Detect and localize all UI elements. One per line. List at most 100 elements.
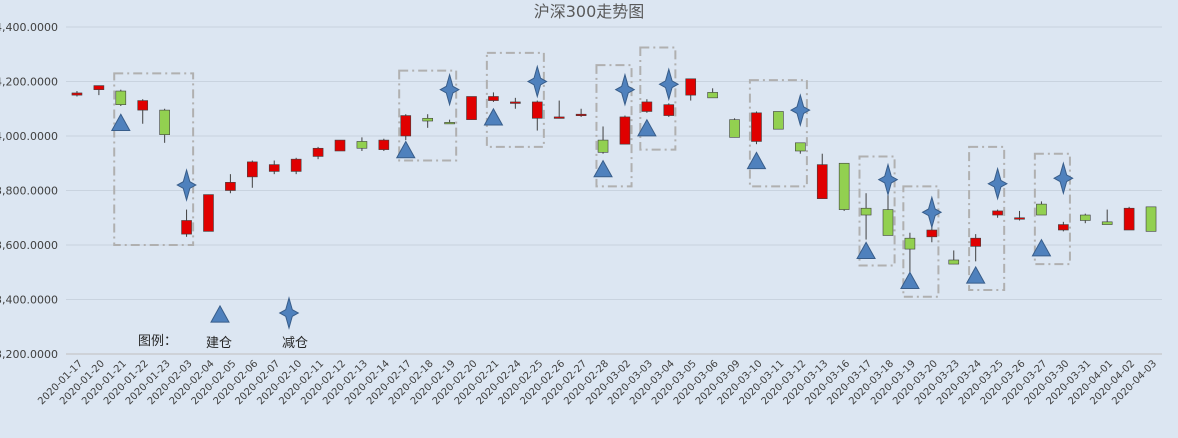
candle-body-up [137, 100, 149, 111]
candle-body-up [970, 237, 981, 247]
y-tick-label: 4,200.0000 [0, 76, 58, 89]
candle [992, 209, 1003, 218]
candle [575, 108, 587, 117]
x-axis: 2020-01-172020-01-202020-01-212020-01-22… [36, 353, 1162, 407]
legend-caption: 图例： [138, 334, 177, 349]
candle [795, 142, 806, 154]
candle-body-down [729, 119, 740, 138]
candle-body-down [159, 109, 170, 135]
candle-body-up [663, 104, 675, 116]
candle-body-up [531, 101, 543, 119]
candle [466, 96, 477, 120]
trade-box [639, 46, 677, 151]
y-tick-label: 3,600.0000 [0, 239, 58, 252]
candle [1079, 213, 1091, 224]
trade-box [968, 145, 1006, 291]
candle-body-up [1123, 207, 1135, 231]
gridlines [66, 26, 1162, 355]
candle [1014, 210, 1025, 221]
candle [553, 100, 565, 119]
candle-body-down [1101, 221, 1113, 225]
candle [970, 234, 981, 262]
trade-box [485, 51, 545, 148]
candle-body-up [378, 139, 390, 150]
candle [378, 138, 390, 151]
candle-body-up [93, 85, 105, 90]
candle-body-up [751, 112, 762, 142]
candle-body-up [225, 182, 236, 191]
sell-marker [614, 72, 636, 107]
buy-marker [856, 241, 876, 260]
trade-box [902, 185, 940, 298]
candle [137, 99, 149, 124]
candle [641, 99, 653, 113]
candle-body-up [619, 116, 631, 145]
candle [1058, 221, 1069, 232]
candle-body-down [882, 209, 894, 236]
candle-body-up [685, 78, 697, 96]
candle [619, 115, 631, 145]
candle-body-up [290, 158, 302, 172]
buy-marker [395, 140, 416, 159]
candle [948, 250, 960, 265]
candle-body-up [203, 194, 214, 232]
candle [356, 137, 368, 151]
buy-triangle-icon [210, 304, 230, 323]
candle [225, 174, 236, 194]
candle-body-up [181, 220, 192, 235]
y-tick-label: 3,800.0000 [0, 185, 58, 198]
candle-body-down [1036, 203, 1047, 216]
candle [510, 97, 521, 109]
y-tick-label: 4,400.0000 [0, 21, 58, 34]
sell-marker [526, 64, 548, 99]
buy-marker [900, 271, 920, 290]
candle-body-down [597, 139, 609, 153]
candle [334, 139, 346, 152]
candle [488, 92, 499, 102]
buy-marker [746, 151, 767, 170]
sell-marker [1053, 161, 1074, 196]
legend-sell-label: 减仓 [282, 336, 308, 351]
buy-marker [965, 265, 986, 284]
candle-body-up [1014, 217, 1025, 220]
buy-marker [110, 113, 131, 131]
candle [882, 194, 894, 236]
candle [707, 88, 718, 99]
candle-body-up [816, 164, 828, 199]
candle [93, 85, 105, 96]
candle-body-up [510, 101, 521, 104]
buy-marker [483, 107, 504, 126]
candle-body-down [838, 162, 850, 210]
candle [115, 89, 127, 107]
candle-body-up [488, 96, 499, 101]
candle-body-down [948, 259, 960, 265]
candle [860, 193, 872, 240]
candle-body-down [1079, 214, 1091, 221]
trade-boxes [113, 46, 1071, 298]
trade-box [748, 79, 808, 188]
candle-body-up [575, 113, 587, 116]
trade-box [113, 72, 195, 246]
candle-body-up [247, 161, 258, 178]
candle-body-down [860, 207, 872, 216]
candle-body-up [268, 164, 280, 172]
candle [422, 114, 433, 128]
candle-body-up [992, 210, 1003, 216]
candle [444, 119, 455, 125]
candle [904, 232, 916, 273]
trade-box [858, 155, 896, 267]
candle [203, 194, 214, 232]
candle [597, 126, 609, 154]
candle [312, 146, 324, 160]
y-tick-label: 3,200.0000 [0, 348, 58, 361]
candle [1123, 206, 1135, 231]
candle-body-down [115, 90, 127, 105]
candle [400, 114, 412, 141]
sell-marker [789, 93, 811, 127]
candle-body-up [466, 96, 477, 120]
candle-body-up [553, 116, 565, 119]
buy-marker [1031, 238, 1052, 257]
sell-marker [658, 67, 680, 102]
